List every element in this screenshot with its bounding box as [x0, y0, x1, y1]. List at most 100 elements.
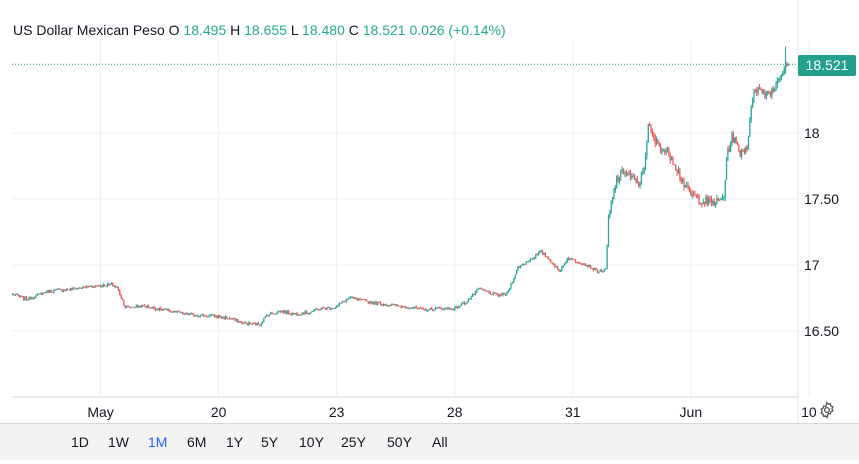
candle	[217, 315, 220, 318]
candle	[489, 292, 492, 295]
candle	[669, 156, 671, 161]
candle	[241, 321, 243, 324]
candle	[466, 301, 468, 303]
candle	[569, 258, 571, 261]
y-axis: 18 17.50 17 16.50	[804, 125, 839, 339]
candle	[237, 319, 239, 323]
candle	[220, 317, 222, 319]
candle	[230, 318, 232, 320]
range-10y[interactable]: 10Y	[299, 434, 324, 450]
candle	[396, 304, 398, 307]
candle	[719, 199, 721, 201]
candle	[703, 201, 706, 204]
candle	[513, 278, 515, 283]
candle	[235, 319, 238, 321]
candle	[201, 314, 203, 316]
candle	[314, 309, 316, 311]
candle	[694, 193, 696, 196]
candle	[547, 257, 549, 260]
candle	[367, 301, 369, 304]
candle	[91, 286, 93, 287]
candle	[428, 309, 430, 311]
candle	[290, 313, 292, 315]
range-6m[interactable]: 6M	[187, 434, 207, 450]
candle	[706, 197, 708, 204]
candle	[180, 311, 183, 314]
x-axis: May 20 23 28 31 Jun 10	[87, 404, 817, 420]
candle	[492, 292, 494, 295]
y-tick-label: 17	[804, 257, 820, 273]
candle	[54, 289, 56, 291]
candle	[75, 288, 77, 290]
candle	[666, 149, 669, 151]
candle	[773, 90, 776, 92]
candle	[573, 259, 575, 261]
candle	[98, 285, 100, 287]
candle	[484, 289, 486, 291]
candle	[532, 258, 534, 260]
candle	[301, 313, 303, 315]
candle	[673, 164, 675, 166]
range-1d[interactable]: 1D	[71, 434, 89, 450]
range-all[interactable]: All	[432, 434, 448, 450]
candle	[779, 78, 781, 80]
candle	[408, 308, 411, 309]
candle	[287, 310, 290, 314]
candle	[430, 307, 433, 309]
candle	[594, 268, 596, 270]
candle	[679, 169, 681, 179]
candle	[106, 283, 109, 287]
candle	[101, 285, 103, 287]
candle	[145, 306, 147, 308]
candle	[463, 302, 465, 305]
candle	[721, 197, 724, 199]
candle	[325, 308, 327, 310]
candle	[60, 289, 62, 290]
candle	[88, 286, 91, 288]
gear-icon[interactable]	[818, 401, 836, 419]
range-1m[interactable]: 1M	[148, 434, 168, 450]
candle	[277, 311, 279, 314]
candle	[745, 147, 747, 153]
candle	[660, 146, 662, 152]
candle	[392, 304, 394, 306]
candle	[517, 266, 519, 271]
y-tick-label: 17.50	[804, 191, 839, 207]
candle	[384, 304, 386, 306]
range-toolbar: 1D 1W 1M 6M 1Y 5Y 10Y 25Y 50Y All	[0, 423, 859, 460]
candle	[439, 307, 441, 309]
candle	[62, 290, 65, 292]
candle	[138, 305, 140, 308]
candle	[355, 298, 357, 299]
candle	[333, 308, 335, 309]
range-1y[interactable]: 1Y	[226, 434, 244, 450]
candle	[397, 304, 400, 306]
range-1w[interactable]: 1W	[108, 434, 129, 450]
candle	[381, 304, 383, 306]
candle	[319, 309, 321, 311]
candle	[661, 151, 663, 152]
candle	[194, 315, 196, 317]
candle	[12, 293, 14, 295]
candle	[131, 306, 133, 308]
range-5y[interactable]: 5Y	[261, 434, 279, 450]
candle	[760, 89, 762, 91]
candle	[613, 190, 615, 198]
candle	[264, 316, 266, 319]
candle	[143, 305, 146, 307]
candle	[329, 307, 331, 310]
candle	[110, 283, 113, 285]
candle	[130, 307, 132, 308]
candle	[245, 322, 247, 324]
legend-open-value: 18.495	[183, 22, 227, 38]
candle	[680, 178, 682, 182]
candle	[714, 203, 717, 206]
candle	[624, 173, 626, 174]
range-50y[interactable]: 50Y	[387, 434, 412, 450]
range-25y[interactable]: 25Y	[341, 434, 366, 450]
x-tick-label: 20	[211, 404, 227, 420]
candle	[625, 173, 627, 174]
candle	[572, 258, 574, 260]
